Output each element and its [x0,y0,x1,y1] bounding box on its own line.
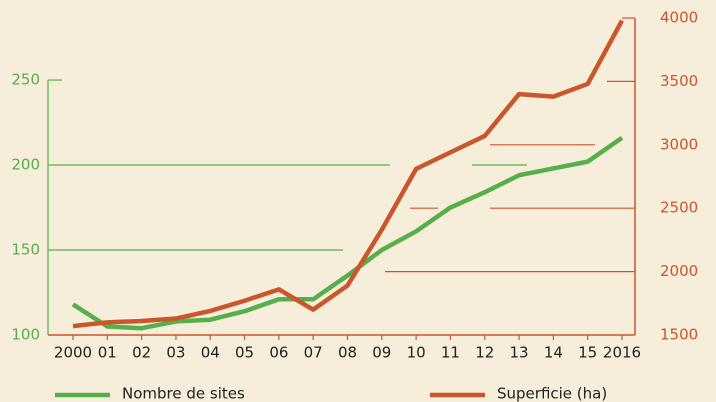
x-tick-label: 10 [407,344,426,362]
x-tick-label: 2000 [54,344,92,362]
y2-tick-label: 4000 [660,9,698,27]
x-tick-label: 02 [132,344,151,362]
x-tick-label: 05 [235,344,254,362]
x-tick-label: 01 [98,344,117,362]
x-tick-label: 2016 [603,344,641,362]
x-tick-label: 04 [201,344,220,362]
y2-tick-label: 3000 [660,135,698,153]
x-tick-label: 14 [544,344,563,362]
x-tick-label: 09 [372,344,391,362]
y2-tick-label: 2500 [660,199,698,217]
x-tick-label: 11 [441,344,460,362]
x-tick-label: 15 [578,344,597,362]
y-tick-label: 100 [11,326,40,344]
x-tick-label: 08 [338,344,357,362]
series-line [71,135,624,331]
x-tick-label: 03 [166,344,185,362]
y2-tick-label: 2000 [660,262,698,280]
y-tick-label: 200 [11,156,40,174]
y2-tick-label: 1500 [660,326,698,344]
x-tick-label: 13 [510,344,529,362]
y-tick-label: 250 [11,71,40,89]
y2-tick-label: 3500 [660,72,698,90]
y-tick-label: 150 [11,241,40,259]
x-tick-label: 07 [304,344,323,362]
series-line [72,19,624,329]
legend-label: Superficie (ha) [497,385,607,402]
legend-label: Nombre de sites [122,385,245,402]
x-tick-label: 06 [269,344,288,362]
x-tick-label: 12 [475,344,494,362]
